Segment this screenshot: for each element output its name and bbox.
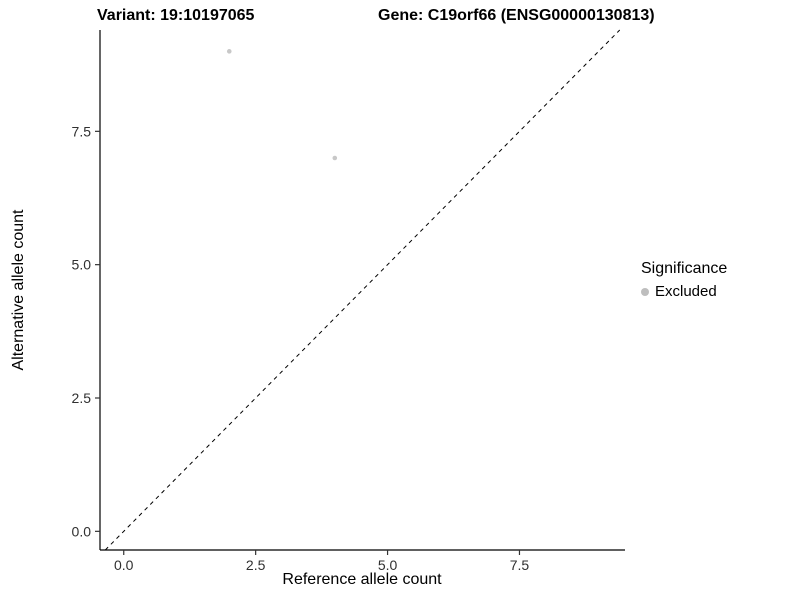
legend-title: Significance xyxy=(641,260,728,277)
legend-item-excluded: Excluded xyxy=(641,283,727,300)
legend-item-label: Excluded xyxy=(655,283,717,300)
x-tick-label: 7.5 xyxy=(510,557,530,573)
legend-point-swatch-icon xyxy=(641,287,649,296)
x-tick-label: 5.0 xyxy=(378,557,398,573)
x-tick-label: 0.0 xyxy=(114,557,134,573)
x-tick-label: 2.5 xyxy=(246,557,266,573)
plot-title-variant: Variant: 19:10197065 xyxy=(97,7,255,24)
y-axis-title: Alternative allele count xyxy=(10,209,27,371)
x-axis-title: Reference allele count xyxy=(282,571,442,588)
data-point xyxy=(226,49,232,54)
identity-line xyxy=(104,29,621,551)
legend: Significance Excluded xyxy=(641,260,727,300)
y-tick-label: 2.5 xyxy=(72,390,92,406)
plot-title-gene: Gene: C19orf66 (ENSG00000130813) xyxy=(378,7,655,24)
y-tick-label: 0.0 xyxy=(72,523,92,539)
y-tick-label: 5.0 xyxy=(72,257,92,273)
data-point xyxy=(332,155,338,161)
y-tick-label: 7.5 xyxy=(72,123,92,139)
